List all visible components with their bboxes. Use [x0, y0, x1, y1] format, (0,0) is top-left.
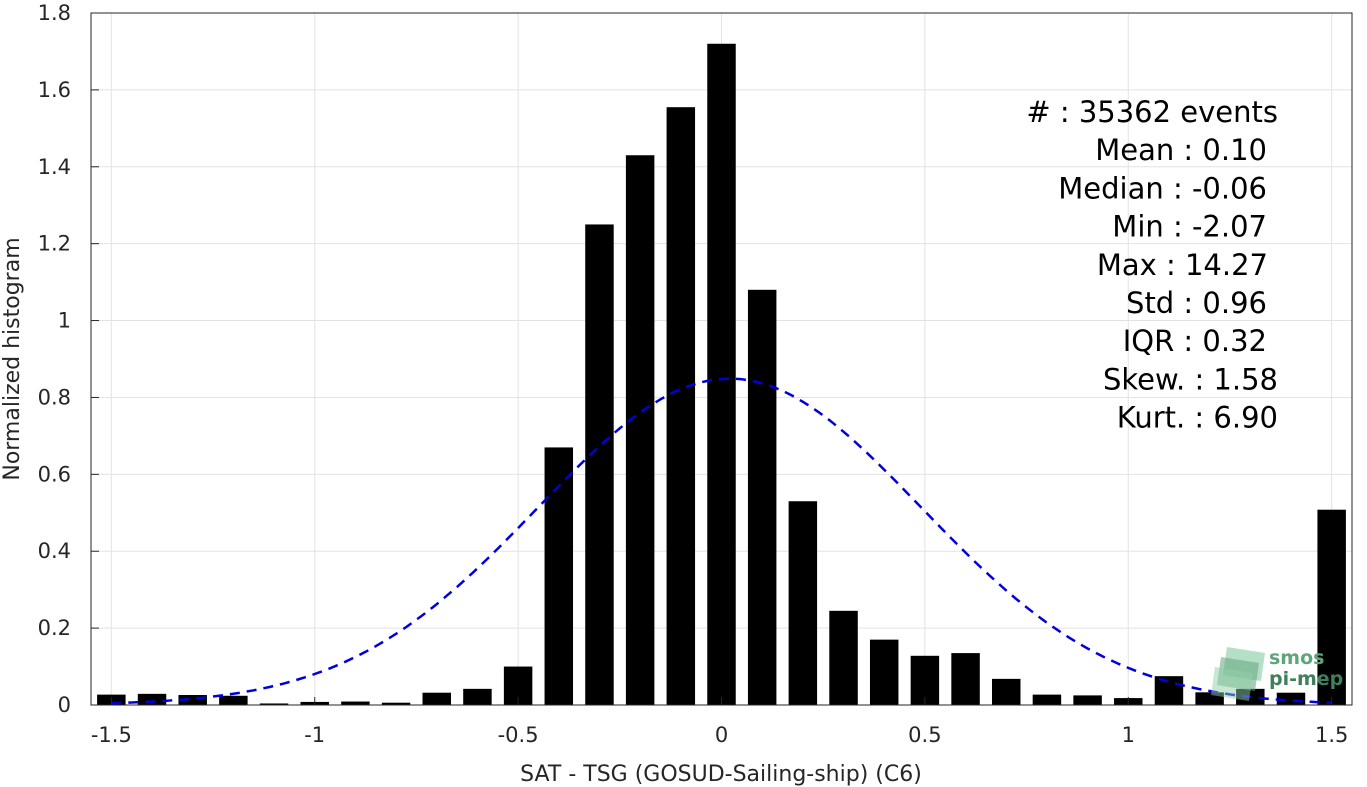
- y-tick-labels: 0 0.2 0.4 0.6 0.8 1 1.2 1.4 1.6 1.8: [38, 1, 71, 717]
- y-tick-label: 1: [58, 309, 71, 333]
- histogram-bar: [951, 653, 980, 705]
- x-tick-label: -0.5: [498, 723, 539, 747]
- histogram-bar: [1154, 676, 1184, 705]
- histogram-bar: [910, 655, 940, 705]
- y-tick-label: 1.2: [38, 232, 71, 256]
- histogram-bar: [381, 702, 411, 705]
- histogram-bar: [1073, 695, 1102, 705]
- x-tick-label: 1.5: [1315, 723, 1348, 747]
- histogram-bar: [666, 107, 696, 705]
- y-tick-label: 0.8: [38, 385, 71, 409]
- y-tick-label: 1.4: [38, 155, 71, 179]
- histogram-bar: [747, 289, 777, 705]
- x-tick-label: 1: [1122, 723, 1135, 747]
- y-tick-label: 0.4: [38, 539, 71, 563]
- y-tick-label: 0.6: [38, 462, 71, 486]
- x-tick-label: -1.5: [91, 723, 132, 747]
- stat-line: Skew. : 1.58: [1103, 362, 1278, 396]
- histogram-bar: [829, 610, 858, 705]
- stat-line: Mean : 0.10: [1095, 133, 1267, 167]
- histogram-bar: [422, 692, 451, 705]
- histogram-bar: [137, 693, 167, 705]
- histogram-bar: [341, 701, 370, 705]
- x-tick-label: -1: [304, 723, 325, 747]
- histogram-bar: [788, 501, 818, 705]
- x-axis-label: SAT - TSG (GOSUD-Sailing-ship) (C6): [520, 762, 922, 787]
- normal-fit-curve: [111, 377, 1332, 705]
- stat-line: Std : 0.96: [1126, 286, 1267, 320]
- y-tick-label: 1.8: [38, 1, 71, 25]
- stat-line: Max : 14.27: [1097, 248, 1268, 282]
- x-tick-label: 0.5: [908, 723, 941, 747]
- histogram-bar: [1032, 694, 1062, 705]
- logo-line2: pi-mep: [1269, 668, 1343, 690]
- histogram-bar: [707, 43, 736, 705]
- axes-frame: [90, 12, 1353, 706]
- histogram-bar: [178, 695, 207, 705]
- stat-line: IQR : 0.32: [1123, 324, 1267, 358]
- histogram-bars: [97, 43, 1346, 705]
- histogram-bar: [219, 695, 248, 705]
- y-tick-label: 0.2: [38, 616, 71, 640]
- histogram-bar: [259, 703, 289, 705]
- histogram-bar: [869, 639, 899, 705]
- histogram-bar: [992, 678, 1021, 705]
- histogram-bar: [544, 447, 574, 705]
- x-tick-label: 0: [715, 723, 728, 747]
- histogram-bar: [1317, 509, 1346, 705]
- histogram-bar: [625, 155, 655, 705]
- histogram-bar: [585, 224, 614, 705]
- histogram-bar: [463, 688, 492, 705]
- stat-line: Median : -0.06: [1058, 171, 1267, 205]
- y-tick-label: 0: [58, 693, 71, 717]
- stat-line: Kurt. : 6.90: [1117, 401, 1278, 435]
- logo-line1: smos: [1269, 647, 1324, 669]
- y-axis-label: Normalized histogram: [0, 237, 25, 480]
- stat-line: # : 35362 events: [1026, 95, 1278, 129]
- smos-pimep-logo: smos pi-mep: [1211, 647, 1343, 701]
- stat-line: Min : -2.07: [1112, 210, 1267, 244]
- stacked-layers-icon: [1211, 647, 1265, 701]
- y-tick-label: 1.6: [38, 78, 71, 102]
- statistics-annotation: # : 35362 events Mean : 0.10 Median : -0.0…: [1026, 95, 1278, 435]
- x-tick-labels: -1.5 -1 -0.5 0 0.5 1 1.5: [91, 723, 1349, 747]
